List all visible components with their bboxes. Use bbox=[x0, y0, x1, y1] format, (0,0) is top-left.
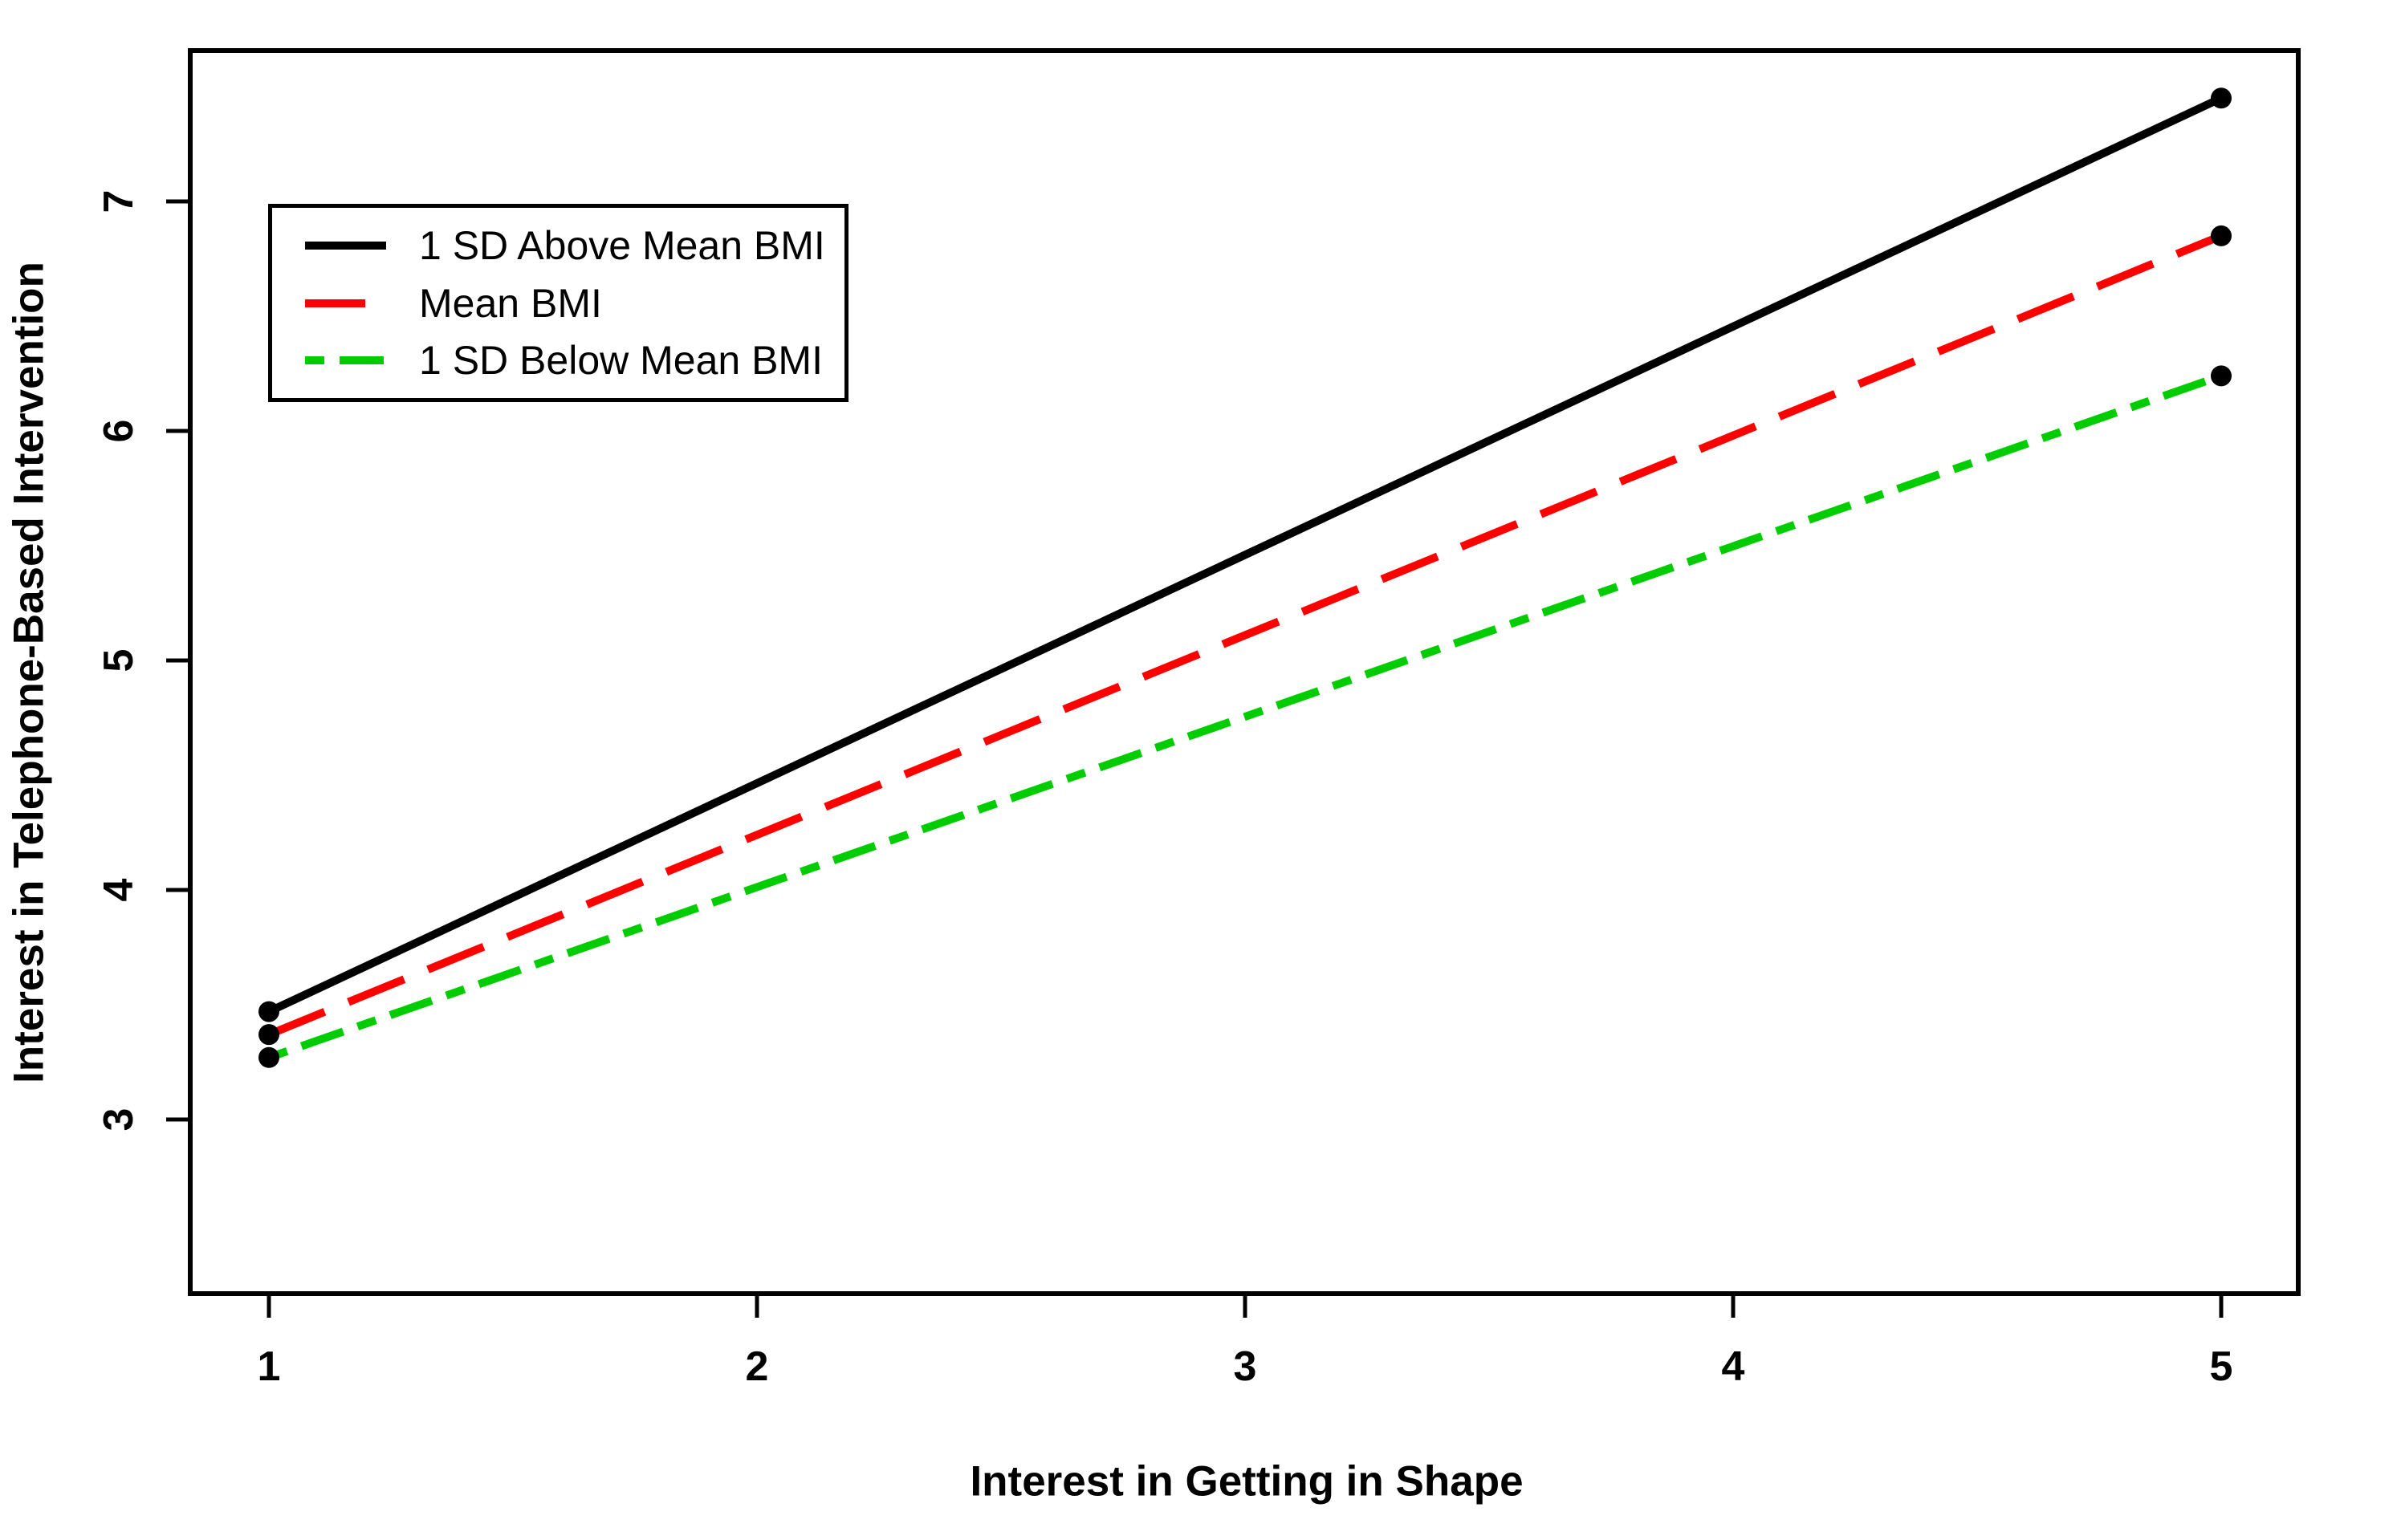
legend-line-sample-solid bbox=[305, 241, 386, 250]
y-tick-label: 3 bbox=[96, 1107, 142, 1132]
y-tick-label: 4 bbox=[96, 878, 142, 902]
legend-line-sample-dashed bbox=[305, 299, 386, 307]
y-tick-label: 6 bbox=[96, 419, 142, 443]
x-tick-label: 1 bbox=[257, 1343, 281, 1390]
legend-row: 1 SD Below Mean BMI bbox=[272, 334, 844, 387]
legend-label: 1 SD Above Mean BMI bbox=[419, 222, 825, 268]
legend-row: 1 SD Above Mean BMI bbox=[272, 219, 844, 272]
y-axis-title: Interest in Telephone-Based Intervention bbox=[5, 262, 53, 1083]
y-tick-label: 7 bbox=[96, 189, 142, 213]
y-tick-label: 5 bbox=[96, 648, 142, 672]
legend-label: 1 SD Below Mean BMI bbox=[419, 338, 823, 384]
legend-row: Mean BMI bbox=[272, 277, 844, 330]
x-tick-label: 5 bbox=[2209, 1343, 2233, 1390]
x-tick-label: 2 bbox=[745, 1343, 769, 1390]
legend-label: Mean BMI bbox=[419, 280, 602, 326]
legend-box: 1 SD Above Mean BMI Mean BMI 1 SD Below … bbox=[268, 204, 848, 402]
x-tick-label: 4 bbox=[1721, 1343, 1745, 1390]
x-tick-label: 3 bbox=[1233, 1343, 1257, 1390]
x-axis-title: Interest in Getting in Shape bbox=[970, 1457, 1524, 1505]
legend-line-sample-dotdash bbox=[305, 356, 386, 365]
